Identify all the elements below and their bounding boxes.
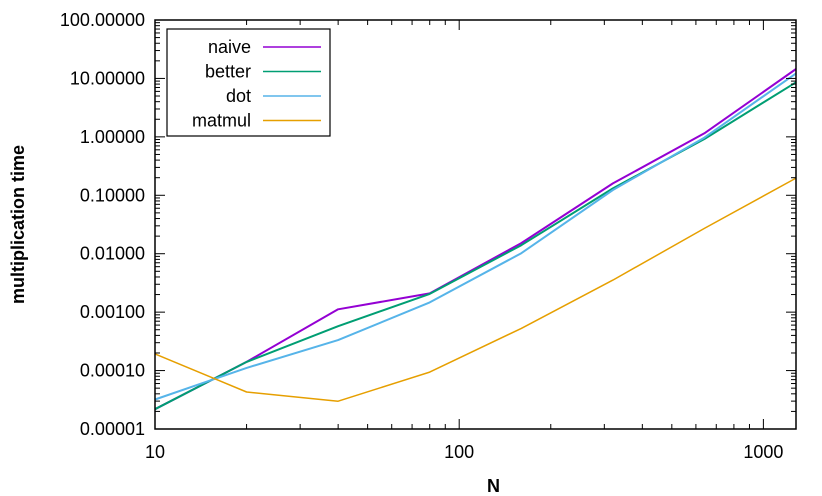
x-tick-label: 10 xyxy=(145,442,165,462)
x-axis-title: N xyxy=(487,476,500,496)
y-tick-label: 1.00000 xyxy=(80,127,145,147)
series-line-dot xyxy=(154,72,797,401)
y-tick-label: 0.10000 xyxy=(80,185,145,205)
legend-label-dot: dot xyxy=(226,86,251,106)
x-tick-label: 100 xyxy=(444,442,474,462)
y-tick-label: 0.01000 xyxy=(80,244,145,264)
y-tick-label: 0.00010 xyxy=(80,361,145,381)
plot-marks xyxy=(154,68,797,411)
y-tick-label: 0.00001 xyxy=(80,419,145,439)
legend-label-better: better xyxy=(205,62,251,82)
axis-tick-labels: 10 100 1000 0.00001 0.00010 0.00100 0.01000 0.1… xyxy=(60,10,784,462)
legend-label-naive: naive xyxy=(208,37,251,57)
axis-ticks xyxy=(154,19,796,430)
legend: naive better dot matmul xyxy=(166,28,331,137)
y-axis-title: multiplication time xyxy=(8,145,28,304)
series-line-naive xyxy=(154,68,797,411)
legend-label-matmul: matmul xyxy=(192,111,251,131)
x-tick-label: 1000 xyxy=(743,442,783,462)
y-tick-label: 10.00000 xyxy=(70,68,145,88)
y-tick-label: 100.00000 xyxy=(60,10,145,30)
plot-frame xyxy=(154,19,797,430)
series-line-matmul xyxy=(154,177,797,402)
y-tick-label: 0.00100 xyxy=(80,302,145,322)
